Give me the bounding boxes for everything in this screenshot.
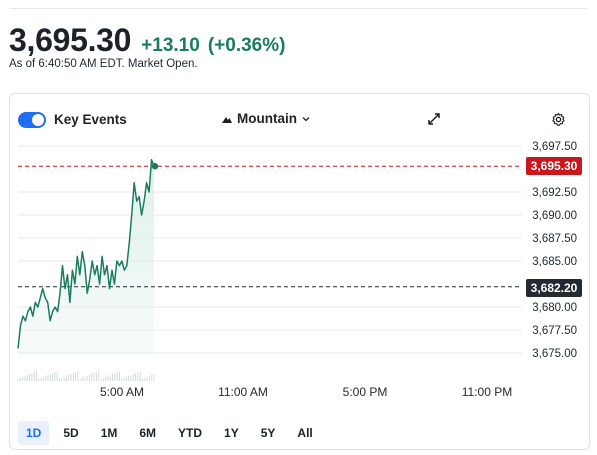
price-line (17, 159, 155, 349)
x-tick-label: 11:00 AM (218, 385, 268, 399)
expand-button[interactable] (427, 112, 441, 131)
price-area (18, 159, 154, 353)
y-tick-label: 3,690.00 (532, 210, 577, 222)
y-tick-label: 3,687.50 (532, 233, 577, 245)
range-selector: 1D 5D 1M 6M YTD 1Y 5Y All (18, 421, 327, 445)
y-tick-label: 3,697.50 (532, 141, 577, 153)
range-5y[interactable]: 5Y (260, 426, 276, 440)
range-ytd[interactable]: YTD (178, 426, 203, 440)
gear-icon (552, 112, 565, 126)
range-6m[interactable]: 6M (139, 426, 157, 440)
top-divider (10, 8, 587, 9)
expand-icon (428, 113, 440, 125)
mountain-icon (222, 116, 232, 123)
chevron-down-icon (302, 116, 310, 121)
market-status: As of 6:40:50 AM EDT. Market Open. (9, 58, 198, 70)
range-1d[interactable]: 1D (18, 421, 50, 445)
y-tick-label: 3,675.00 (532, 348, 577, 360)
y-tick-label: 3,692.50 (532, 187, 577, 199)
chart-style-label: Mountain (237, 111, 297, 126)
y-tick-label: 3,680.00 (532, 302, 577, 314)
current-price-tag: 3,695.30 (526, 157, 582, 175)
range-5d[interactable]: 5D (63, 426, 79, 440)
y-tick-label: 3,677.50 (532, 325, 577, 337)
chart-style-dropdown[interactable]: Mountain (221, 111, 311, 126)
price-change: +13.10 (141, 35, 200, 56)
previous-close-tag: 3,682.20 (526, 279, 582, 297)
x-tick-label: 5:00 AM (100, 385, 144, 399)
range-all[interactable]: All (297, 426, 313, 440)
price-change-percent: (+0.36%) (207, 35, 286, 56)
key-events-label: Key Events (54, 112, 127, 127)
x-tick-label: 11:00 PM (462, 385, 512, 399)
last-price-marker (151, 163, 159, 170)
key-events-toggle[interactable] (18, 112, 46, 128)
range-1y[interactable]: 1Y (224, 426, 239, 440)
range-1m[interactable]: 1M (100, 426, 118, 440)
last-price: 3,695.30 (9, 22, 132, 58)
x-tick-label: 5:00 PM (343, 385, 388, 399)
y-tick-label: 3,685.00 (532, 256, 577, 268)
quote-header: 3,695.30 +13.10 (+0.36%) (9, 22, 285, 59)
toggle-knob (32, 114, 44, 126)
chart-card (9, 93, 590, 450)
settings-button[interactable] (551, 112, 566, 132)
